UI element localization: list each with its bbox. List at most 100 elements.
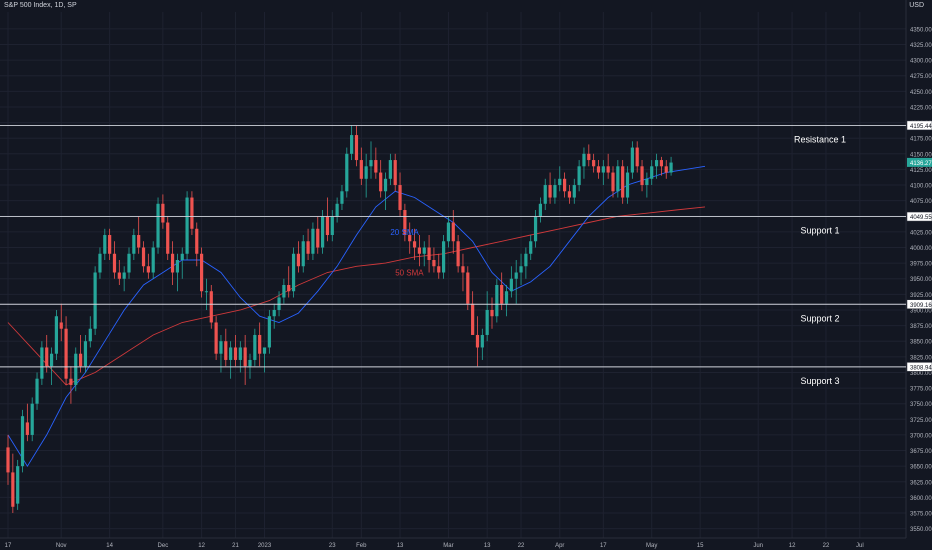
x-tick-label: 22 [823, 543, 830, 549]
x-tick-label: Jun [753, 543, 763, 549]
candle-body [582, 153, 586, 167]
candle-body [635, 147, 639, 167]
y-tick-label: 3675.00 [910, 449, 932, 455]
candle-body [253, 334, 257, 360]
x-tick-label: 21 [232, 543, 239, 549]
y-tick-label: 4150.00 [910, 152, 932, 158]
candle-body [466, 272, 470, 304]
x-tick-label: Dec [158, 543, 169, 549]
x-tick-label: 17 [600, 543, 607, 549]
candle-body [408, 235, 412, 242]
candle-body [287, 284, 291, 292]
x-tick-label: 13 [484, 543, 491, 549]
candle-body [93, 272, 97, 329]
x-tick-label: Apr [555, 543, 564, 549]
candle-body [54, 316, 58, 354]
x-tick-label: Nov [56, 543, 67, 549]
candle-body [572, 185, 576, 198]
candle-body [141, 247, 146, 267]
candle-body [538, 203, 542, 217]
level-label: Resistance 1 [794, 134, 846, 144]
candle-body [596, 166, 601, 173]
y-tick-label: 3875.00 [910, 324, 932, 330]
candle-body [650, 166, 654, 179]
last-price-tag [907, 157, 932, 167]
level-price-tag [906, 120, 932, 131]
y-tick-label: 4075.00 [910, 199, 932, 205]
candle-body [509, 278, 513, 292]
x-tick-label: 2023 [258, 543, 272, 549]
level-price-tag-text: 3909.16 [910, 303, 932, 309]
candle-body [563, 178, 567, 192]
y-tick-label: 3600.00 [910, 496, 932, 502]
y-tick-label: 3925.00 [910, 293, 932, 299]
level-price-tag [906, 299, 932, 310]
y-tick-label: 3750.00 [910, 402, 932, 408]
candle-body [500, 284, 504, 304]
candle-body [83, 341, 88, 367]
candle-body [127, 253, 131, 273]
candle-body [533, 216, 538, 242]
candle-body [379, 172, 383, 192]
y-tick-label: 4250.00 [910, 90, 932, 96]
y-tick-label: 3650.00 [910, 465, 932, 471]
level-price-tag-text: 3808.94 [910, 365, 932, 371]
y-tick-label: 4225.00 [910, 105, 932, 111]
level-price-tag-text: 4049.55 [910, 215, 932, 221]
candle-body [432, 260, 436, 267]
candle-body [301, 241, 305, 267]
candle-body [567, 191, 572, 198]
candle-body [166, 222, 170, 254]
level-price-tag [906, 362, 932, 372]
candle-body [258, 334, 262, 354]
candle-body [190, 197, 194, 229]
level-label: Support 1 [800, 226, 839, 236]
candle-body [398, 185, 402, 211]
candle-body [359, 160, 363, 179]
candle-body [592, 160, 596, 167]
candle-body [403, 210, 407, 236]
candle-body [209, 291, 213, 323]
candle-body [587, 153, 591, 161]
candle-body [451, 222, 455, 242]
candle-body [180, 253, 184, 261]
y-tick-label: 3575.00 [910, 512, 932, 518]
candle-body [480, 334, 484, 348]
candle-body [151, 247, 155, 273]
candle-body [291, 253, 296, 292]
candle-body [417, 247, 421, 254]
candle-body [248, 359, 252, 367]
candle-body [79, 353, 83, 367]
last-price-tag-text: 4136.27 [910, 161, 932, 167]
candle-body [340, 191, 344, 204]
candle-body [311, 228, 315, 254]
candle-body [422, 247, 426, 254]
y-tick-label: 3825.00 [910, 355, 932, 361]
candle-body [621, 166, 625, 198]
y-tick-label: 4175.00 [910, 137, 932, 143]
candle-body [471, 303, 475, 335]
y-tick-label: 3700.00 [910, 433, 932, 439]
candle-body [558, 178, 562, 186]
candle-body [272, 309, 276, 317]
sma-annotation: 50 SMA [395, 269, 424, 278]
candle-body [137, 235, 141, 248]
candle-body [146, 266, 150, 273]
candle-body [170, 253, 175, 273]
candle-body [446, 222, 451, 242]
candle-body [350, 135, 354, 154]
y-tick-label: 3975.00 [910, 262, 932, 268]
candle-body [601, 166, 605, 173]
candle-body [219, 341, 223, 354]
candle-body [577, 166, 581, 186]
candle-body [224, 341, 228, 360]
candle-body [630, 147, 634, 173]
candle-body [640, 166, 644, 186]
candle-body [88, 328, 92, 342]
y-tick-label: 3625.00 [910, 480, 932, 486]
x-tick-label: 22 [518, 543, 525, 549]
y-tick-label: 3850.00 [910, 340, 932, 346]
candle-body [238, 347, 242, 360]
